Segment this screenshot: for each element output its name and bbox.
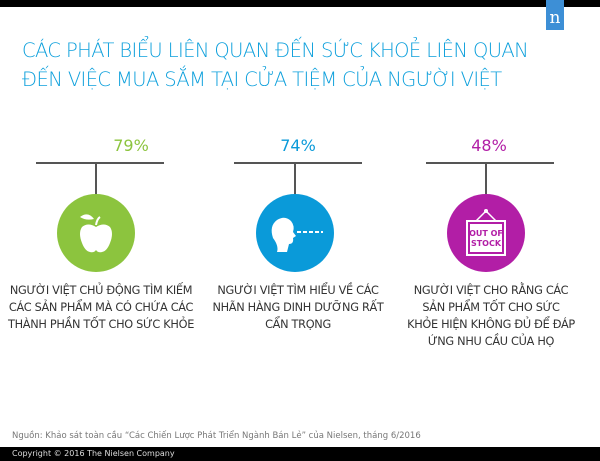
- stat-description: NGƯỜI VIỆT CHỦ ĐỘNG TÌM KIẾM CÁC SẢN PHẨ…: [7, 284, 195, 331]
- stat-description: NGƯỜI VIỆT TÌM HIỂU VỀ CÁC NHÃN HÀNG DIN…: [212, 284, 384, 331]
- divider: [234, 162, 362, 164]
- svg-text:STOCK: STOCK: [471, 239, 502, 248]
- connector: [485, 164, 487, 194]
- apple-icon: [57, 194, 135, 272]
- stat-value: 74%: [280, 136, 316, 155]
- stat-column-2: 74% NGƯỜI VIỆT TÌM HIỂU VỀ CÁC NHÃN HÀNG…: [212, 136, 424, 333]
- source-note: Nguồn: Khảo sát toàn cầu “Các Chiến Lược…: [12, 431, 421, 441]
- connector: [95, 164, 97, 194]
- nielsen-logo: n: [546, 0, 564, 30]
- page-title: CÁC PHÁT BIỂU LIÊN QUAN ĐẾN SỨC KHOẺ LIÊ…: [22, 39, 529, 91]
- stat-value: 48%: [471, 136, 507, 155]
- head-profile-icon: [256, 194, 334, 272]
- stat-column-1: 79% NGƯỜI VIỆT CHỦ ĐỘNG TÌM KIẾM CÁC SẢN…: [8, 136, 226, 333]
- copyright-footer: Copyright © 2016 The Nielsen Company: [0, 447, 600, 461]
- stat-description: NGƯỜI VIỆT CHO RẰNG CÁC SẢN PHẨM TỐT CHO…: [407, 284, 575, 348]
- top-bar: [0, 0, 600, 7]
- stat-column-3: 48% OUT OF STOCK NGƯỜI VIỆT CHO RẰNG CÁC …: [407, 136, 600, 350]
- divider: [426, 162, 554, 164]
- divider: [36, 162, 164, 164]
- connector: [294, 164, 296, 194]
- svg-text:OUT OF: OUT OF: [469, 229, 503, 238]
- out-of-stock-sign-icon: OUT OF STOCK: [447, 194, 525, 272]
- stat-value: 79%: [113, 136, 149, 155]
